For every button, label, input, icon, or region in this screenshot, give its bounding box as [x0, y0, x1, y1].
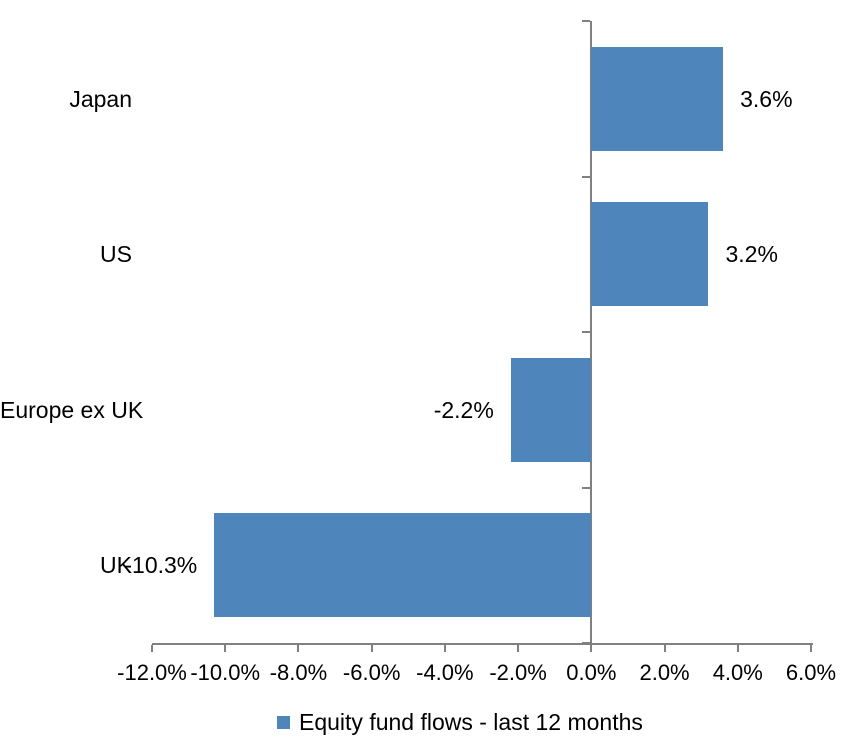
x-tick-label: -10.0% [190, 660, 261, 685]
data-label: -2.2% [433, 396, 494, 423]
y-axis-line [590, 21, 593, 645]
x-tick [736, 645, 739, 652]
bar [591, 46, 724, 151]
data-label: -10.3% [124, 552, 198, 579]
x-tick [370, 645, 373, 652]
x-tick-label: -4.0% [416, 660, 474, 685]
x-tick [810, 645, 812, 652]
category-tick [582, 486, 591, 489]
x-tick [517, 645, 520, 652]
bar [591, 202, 709, 307]
x-tick [224, 645, 227, 652]
category-label: Japan [69, 85, 132, 112]
category-label: US [100, 241, 132, 268]
x-tick-label: -2.0% [489, 660, 547, 685]
legend-swatch-icon [277, 716, 290, 729]
x-tick-label: -12.0% [117, 660, 187, 685]
legend-label: Equity fund flows - last 12 months [299, 709, 643, 735]
x-tick-label: 4.0% [712, 660, 763, 685]
category-tick [582, 20, 591, 22]
legend: Equity fund flows - last 12 months [277, 709, 643, 736]
x-tick [297, 645, 300, 652]
x-axis-line [152, 643, 813, 645]
x-tick-label: 6.0% [785, 660, 837, 685]
category-label: UK [100, 552, 132, 579]
bar [214, 513, 592, 618]
x-tick [443, 645, 446, 652]
x-tick-label: -8.0% [269, 660, 328, 685]
category-tick [582, 175, 591, 178]
category-tick [582, 642, 591, 644]
category-tick [582, 331, 591, 333]
x-tick-label: 0.0% [566, 660, 617, 685]
x-tick [663, 645, 666, 652]
x-tick-label: -6.0% [342, 660, 401, 685]
data-label: 3.2% [725, 241, 778, 268]
bar [510, 357, 592, 462]
x-tick [590, 645, 593, 652]
x-tick-label: 2.0% [639, 660, 690, 685]
data-label: 3.6% [740, 85, 793, 112]
x-tick [151, 645, 153, 652]
category-label: Europe ex UK [0, 396, 144, 423]
